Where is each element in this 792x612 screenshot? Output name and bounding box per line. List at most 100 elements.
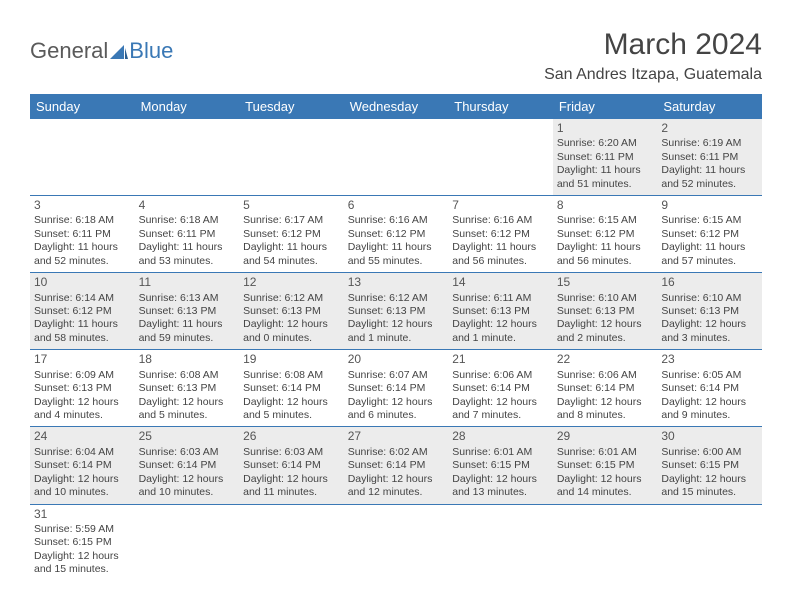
sunset-text: Sunset: 6:12 PM [34,305,131,318]
sunrise-text: Sunrise: 6:05 AM [661,369,758,382]
day-number: 30 [661,429,758,444]
daylight-text: Daylight: 12 hours and 13 minutes. [452,473,549,500]
calendar-day-cell: 1Sunrise: 6:20 AMSunset: 6:11 PMDaylight… [553,119,658,196]
calendar-day-cell: 16Sunrise: 6:10 AMSunset: 6:13 PMDayligh… [657,273,762,350]
calendar-day-cell: 29Sunrise: 6:01 AMSunset: 6:15 PMDayligh… [553,427,658,504]
calendar-day-cell: 7Sunrise: 6:16 AMSunset: 6:12 PMDaylight… [448,196,553,273]
daylight-text: Daylight: 12 hours and 10 minutes. [34,473,131,500]
weekday-header: Saturday [657,94,762,119]
day-number: 10 [34,275,131,290]
sunset-text: Sunset: 6:14 PM [34,459,131,472]
sunrise-text: Sunrise: 6:01 AM [452,446,549,459]
calendar-empty-cell [135,504,240,581]
sunset-text: Sunset: 6:13 PM [348,305,445,318]
day-number: 4 [139,198,236,213]
calendar-day-cell: 22Sunrise: 6:06 AMSunset: 6:14 PMDayligh… [553,350,658,427]
sunset-text: Sunset: 6:14 PM [348,459,445,472]
sunset-text: Sunset: 6:14 PM [243,382,340,395]
calendar-empty-cell [135,119,240,196]
sunrise-text: Sunrise: 6:18 AM [139,214,236,227]
daylight-text: Daylight: 12 hours and 4 minutes. [34,396,131,423]
daylight-text: Daylight: 12 hours and 6 minutes. [348,396,445,423]
weekday-header: Thursday [448,94,553,119]
sunset-text: Sunset: 6:11 PM [557,151,654,164]
sunrise-text: Sunrise: 6:17 AM [243,214,340,227]
day-number: 20 [348,352,445,367]
day-number: 18 [139,352,236,367]
sunset-text: Sunset: 6:12 PM [348,228,445,241]
daylight-text: Daylight: 11 hours and 59 minutes. [139,318,236,345]
calendar-day-cell: 8Sunrise: 6:15 AMSunset: 6:12 PMDaylight… [553,196,658,273]
calendar-empty-cell [344,119,449,196]
calendar-empty-cell [448,119,553,196]
sunset-text: Sunset: 6:15 PM [452,459,549,472]
sunrise-text: Sunrise: 6:15 AM [557,214,654,227]
sunset-text: Sunset: 6:12 PM [243,228,340,241]
logo-sail-icon [110,39,128,53]
daylight-text: Daylight: 11 hours and 58 minutes. [34,318,131,345]
day-number: 3 [34,198,131,213]
sunset-text: Sunset: 6:14 PM [348,382,445,395]
daylight-text: Daylight: 12 hours and 5 minutes. [139,396,236,423]
calendar-body: 1Sunrise: 6:20 AMSunset: 6:11 PMDaylight… [30,119,762,581]
sunrise-text: Sunrise: 6:08 AM [139,369,236,382]
daylight-text: Daylight: 11 hours and 55 minutes. [348,241,445,268]
calendar-empty-cell [239,504,344,581]
location: San Andres Itzapa, Guatemala [544,66,762,84]
calendar-week-row: 1Sunrise: 6:20 AMSunset: 6:11 PMDaylight… [30,119,762,196]
sunrise-text: Sunrise: 6:14 AM [34,292,131,305]
sunrise-text: Sunrise: 6:06 AM [452,369,549,382]
sunset-text: Sunset: 6:15 PM [661,459,758,472]
day-number: 26 [243,429,340,444]
calendar-empty-cell [553,504,658,581]
weekday-header: Monday [135,94,240,119]
calendar-day-cell: 13Sunrise: 6:12 AMSunset: 6:13 PMDayligh… [344,273,449,350]
daylight-text: Daylight: 11 hours and 57 minutes. [661,241,758,268]
sunset-text: Sunset: 6:11 PM [34,228,131,241]
sunrise-text: Sunrise: 6:02 AM [348,446,445,459]
daylight-text: Daylight: 12 hours and 0 minutes. [243,318,340,345]
calendar-day-cell: 6Sunrise: 6:16 AMSunset: 6:12 PMDaylight… [344,196,449,273]
daylight-text: Daylight: 11 hours and 52 minutes. [34,241,131,268]
day-number: 29 [557,429,654,444]
sunset-text: Sunset: 6:14 PM [557,382,654,395]
sunset-text: Sunset: 6:13 PM [139,305,236,318]
calendar-day-cell: 23Sunrise: 6:05 AMSunset: 6:14 PMDayligh… [657,350,762,427]
sunrise-text: Sunrise: 6:01 AM [557,446,654,459]
calendar-day-cell: 10 Sunrise: 6:14 AMSunset: 6:12 PMDayligh… [30,273,135,350]
day-number: 16 [661,275,758,290]
calendar-empty-cell [239,119,344,196]
daylight-text: Daylight: 11 hours and 52 minutes. [661,164,758,191]
day-number: 5 [243,198,340,213]
daylight-text: Daylight: 12 hours and 12 minutes. [348,473,445,500]
calendar-empty-cell [30,119,135,196]
sunrise-text: Sunrise: 6:12 AM [348,292,445,305]
calendar-day-cell: 3Sunrise: 6:18 AMSunset: 6:11 PMDaylight… [30,196,135,273]
sunset-text: Sunset: 6:13 PM [661,305,758,318]
day-number: 7 [452,198,549,213]
sunrise-text: Sunrise: 6:00 AM [661,446,758,459]
logo-text-general: General [30,38,108,64]
calendar-day-cell: 12Sunrise: 6:12 AMSunset: 6:13 PMDayligh… [239,273,344,350]
sunset-text: Sunset: 6:14 PM [139,459,236,472]
sunrise-text: Sunrise: 6:20 AM [557,137,654,150]
calendar-day-cell: 2Sunrise: 6:19 AMSunset: 6:11 PMDaylight… [657,119,762,196]
day-number: 22 [557,352,654,367]
sunrise-text: Sunrise: 6:16 AM [348,214,445,227]
daylight-text: Daylight: 11 hours and 56 minutes. [452,241,549,268]
sunset-text: Sunset: 6:13 PM [452,305,549,318]
calendar-week-row: 17Sunrise: 6:09 AMSunset: 6:13 PMDayligh… [30,350,762,427]
weekday-header: Tuesday [239,94,344,119]
calendar-day-cell: 27Sunrise: 6:02 AMSunset: 6:14 PMDayligh… [344,427,449,504]
sunrise-text: Sunrise: 6:03 AM [243,446,340,459]
sunset-text: Sunset: 6:12 PM [557,228,654,241]
title-block: March 2024 San Andres Itzapa, Guatemala [544,28,762,88]
calendar-day-cell: 26Sunrise: 6:03 AMSunset: 6:14 PMDayligh… [239,427,344,504]
day-number: 23 [661,352,758,367]
sunset-text: Sunset: 6:11 PM [661,151,758,164]
day-number: 19 [243,352,340,367]
daylight-text: Daylight: 12 hours and 7 minutes. [452,396,549,423]
daylight-text: Daylight: 12 hours and 15 minutes. [34,550,131,577]
sunrise-text: Sunrise: 6:13 AM [139,292,236,305]
sunset-text: Sunset: 6:13 PM [139,382,236,395]
